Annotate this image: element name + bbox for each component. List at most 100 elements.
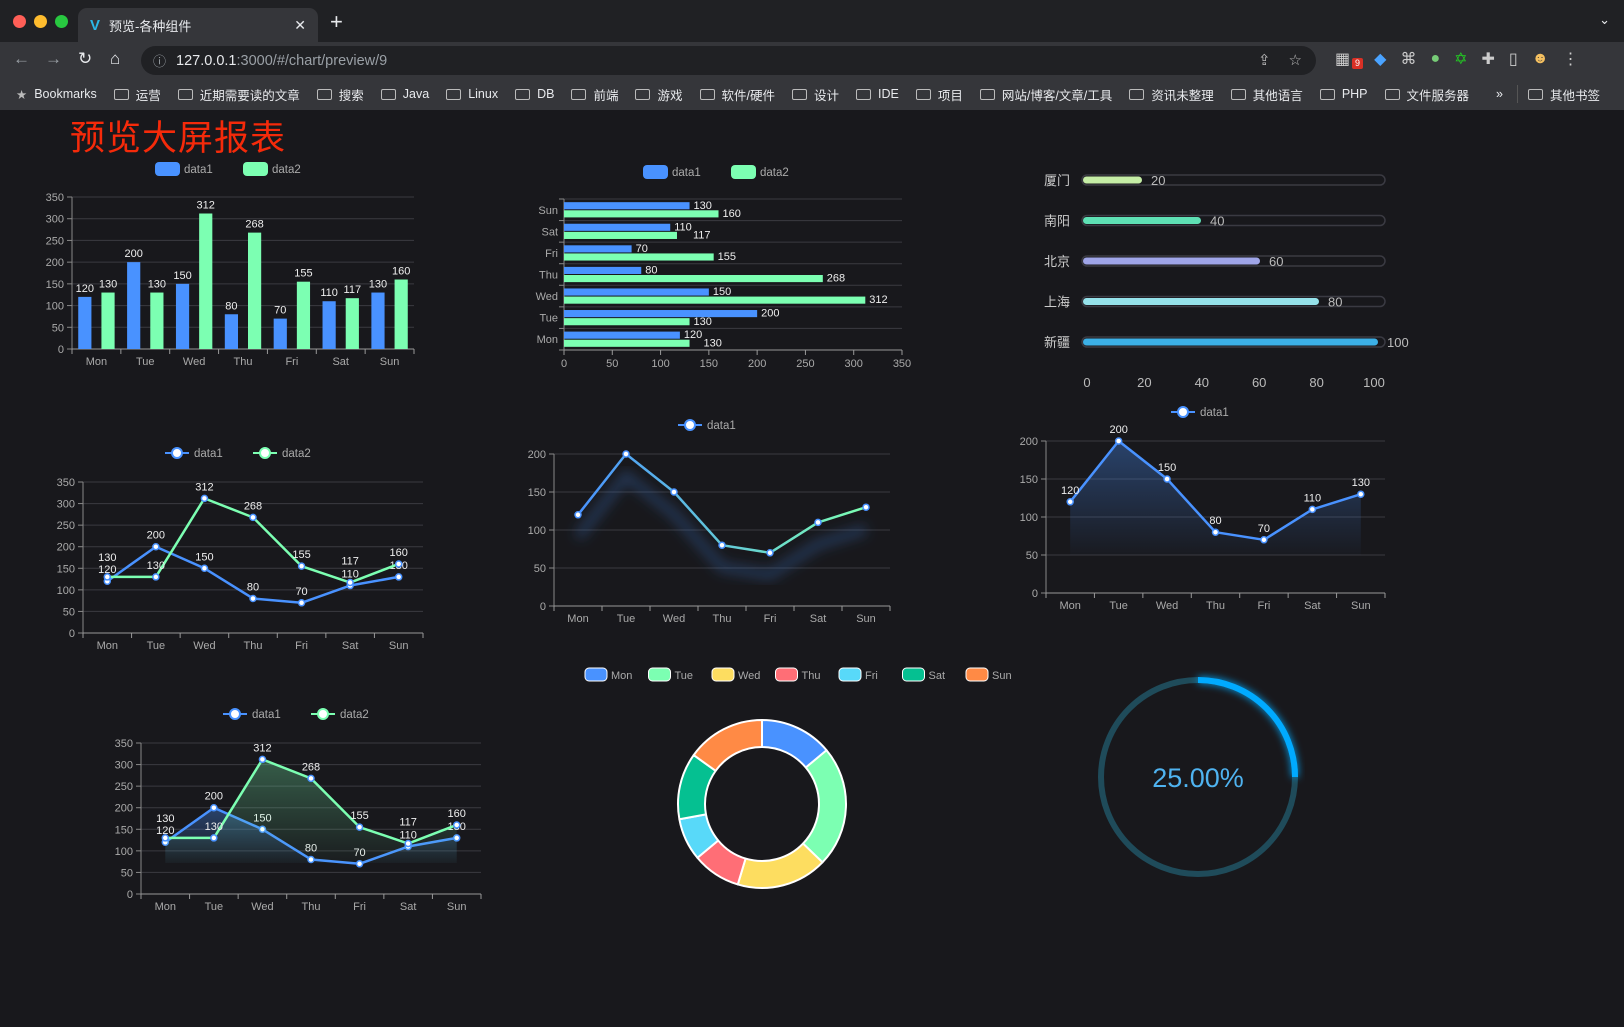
- data-point: [297, 562, 306, 570]
- bookmark-folder[interactable]: 资讯未整理: [1129, 85, 1214, 104]
- legend-label: data1: [672, 167, 701, 179]
- progress-row: [1081, 295, 1386, 308]
- close-tab-icon[interactable]: ✕: [294, 16, 306, 33]
- maximize-window-button[interactable]: [55, 15, 68, 28]
- share-icon[interactable]: ⇪: [1257, 52, 1271, 69]
- data-point: [297, 599, 306, 607]
- bookmark-folder[interactable]: 搜索: [316, 85, 364, 104]
- folder-icon: [699, 88, 715, 100]
- folder-icon: [1129, 88, 1145, 100]
- bookmark-folder[interactable]: Java: [380, 87, 429, 101]
- bookmark-folder[interactable]: 文件服务器: [1384, 85, 1469, 104]
- bar-data1: [273, 318, 287, 349]
- bookmark-folder[interactable]: 设计: [791, 85, 839, 104]
- legend-item-data2[interactable]: data2: [243, 162, 301, 176]
- x-tick-label: Fri: [285, 356, 298, 368]
- data-point: [394, 560, 403, 568]
- bookmark-label: 设计: [813, 88, 839, 103]
- legend-item-data2[interactable]: data2: [311, 708, 369, 721]
- x-tick-label: Wed: [193, 640, 215, 652]
- progress-row: [1081, 255, 1386, 267]
- x-tick-label: Mon: [86, 356, 107, 368]
- donut-slice-Wed[interactable]: [736, 842, 824, 889]
- bookmark-folder[interactable]: IDE: [856, 87, 899, 101]
- legend-item-data1[interactable]: data1: [1171, 406, 1229, 419]
- legend-item-data1[interactable]: data1: [165, 447, 223, 460]
- extension-star-icon[interactable]: ✡: [1454, 51, 1468, 68]
- bookmark-folder[interactable]: 网站/博客/文章/工具: [979, 85, 1112, 104]
- data-label: 312: [197, 200, 215, 212]
- legend-item-data2[interactable]: data2: [253, 447, 311, 460]
- bookmark-folder[interactable]: 运营: [113, 85, 161, 104]
- data-label: 130: [98, 552, 116, 564]
- page-title: 预览大屏报表: [70, 119, 287, 158]
- legend-item-data1[interactable]: data1: [643, 165, 701, 179]
- data-label: 130: [694, 200, 712, 212]
- side-panel-icon[interactable]: ▯: [1508, 51, 1518, 68]
- folder-icon: [380, 88, 396, 100]
- avatar[interactable]: ☻: [1531, 50, 1549, 67]
- site-info-icon[interactable]: ⓘ: [153, 54, 167, 69]
- bookmark-folder[interactable]: 游戏: [635, 85, 683, 104]
- extension-grid-icon[interactable]: ▦ 9: [1335, 49, 1364, 69]
- legend-item-data1[interactable]: data1: [155, 162, 213, 176]
- data-label: 312: [195, 481, 213, 493]
- bookmark-folder[interactable]: Linux: [446, 87, 498, 101]
- legend-item-Wed[interactable]: Wed: [711, 667, 760, 682]
- menu-kebab-icon[interactable]: ⋮: [1562, 51, 1579, 68]
- extensions-puzzle-icon[interactable]: ✚: [1481, 51, 1495, 68]
- back-icon[interactable]: ←: [13, 49, 30, 68]
- donut-slice-Tue[interactable]: [802, 749, 847, 864]
- donut-slice-Sun[interactable]: [692, 719, 763, 772]
- legend-item-data1[interactable]: data1: [223, 708, 281, 721]
- bookmark-label: Linux: [468, 87, 499, 101]
- legend-item-Sun[interactable]: Sun: [965, 667, 1012, 682]
- extension-gem-icon[interactable]: ◆: [1374, 51, 1387, 68]
- legend-item-Mon[interactable]: Mon: [584, 667, 632, 682]
- data-label: 130: [1352, 477, 1370, 489]
- bookmark-label: 游戏: [657, 88, 683, 103]
- legend-item-data2[interactable]: data2: [731, 165, 789, 179]
- folder-icon: [446, 88, 462, 100]
- folder-icon: [915, 88, 931, 100]
- more-bookmarks-button[interactable]: »: [1496, 87, 1503, 101]
- close-window-button[interactable]: [13, 15, 26, 28]
- y-tick-label: 300: [46, 214, 64, 226]
- bookmark-folder[interactable]: 近期需要读的文章: [177, 85, 300, 104]
- reload-icon[interactable]: ↻: [78, 49, 93, 68]
- bookmark-star-icon[interactable]: ☆: [1288, 52, 1302, 69]
- progress-label: 北京: [1044, 254, 1070, 269]
- tab-search-chevron-icon[interactable]: ⌄: [1599, 12, 1610, 27]
- bookmarks-manager[interactable]: ★ Bookmarks: [16, 87, 97, 102]
- legend-item-Thu[interactable]: Thu: [775, 667, 821, 682]
- bookmark-folder[interactable]: DB: [515, 87, 554, 101]
- address-bar[interactable]: ⓘ 127.0.0.1:3000/#/chart/preview/9 ⇪ ☆: [141, 46, 1316, 75]
- extension-circle-icon[interactable]: ●: [1430, 50, 1441, 67]
- data-label: 268: [302, 761, 320, 773]
- bookmark-folder[interactable]: 项目: [915, 85, 963, 104]
- bookmark-folder[interactable]: 软件/硬件: [699, 85, 775, 104]
- x-tick-label: Tue: [617, 613, 636, 625]
- legend-item-Tue[interactable]: Tue: [648, 667, 694, 682]
- bookmark-folder[interactable]: PHP: [1319, 87, 1368, 101]
- other-bookmarks[interactable]: 其他书签: [1527, 85, 1600, 104]
- folder-icon: [856, 88, 871, 100]
- new-tab-button[interactable]: +: [330, 9, 343, 34]
- forward-icon[interactable]: →: [45, 49, 62, 68]
- data-point: [355, 823, 364, 831]
- home-icon[interactable]: ⌂: [110, 49, 121, 68]
- legend-item-data1[interactable]: data1: [678, 419, 736, 432]
- legend-item-Fri[interactable]: Fri: [838, 667, 878, 682]
- minimize-window-button[interactable]: [34, 15, 47, 28]
- legend-item-Sat[interactable]: Sat: [902, 667, 946, 682]
- legend-marker-icon: [171, 447, 183, 459]
- browser-tab[interactable]: V 预览-各种组件 ✕: [78, 8, 318, 42]
- legend-label: Tue: [675, 670, 694, 682]
- bookmark-folder[interactable]: 前端: [571, 85, 618, 104]
- extension-command-icon[interactable]: ⌘: [1400, 51, 1417, 68]
- y-tick-label: 0: [1032, 588, 1038, 600]
- data-label: 70: [274, 305, 286, 317]
- y-tick-label: Tue: [539, 313, 558, 325]
- bookmark-folder[interactable]: 其他语言: [1230, 85, 1303, 104]
- star-icon: ★: [16, 87, 28, 102]
